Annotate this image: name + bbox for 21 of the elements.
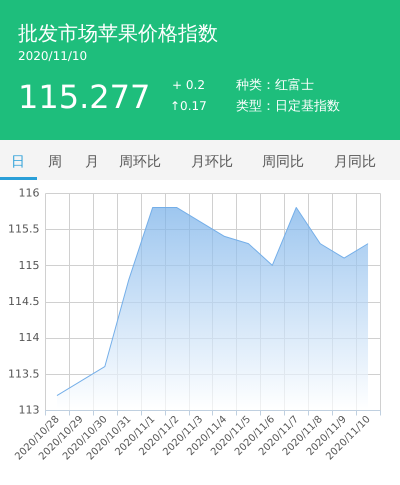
text: 种类：红富士 (236, 77, 314, 93)
text: 115.277 (18, 78, 150, 116)
y-tick-label: 116 (18, 186, 40, 200)
y-tick-label: 115.5 (8, 222, 40, 236)
chart-title: 批发市场苹果价格指数 (18, 21, 218, 45)
text: ↑0.17 (170, 99, 207, 113)
text: 月 (85, 154, 99, 170)
text: 月环比 (191, 154, 233, 170)
y-tick-label: 114.5 (8, 295, 40, 308)
text: 月同比 (334, 154, 376, 170)
text: 周环比 (119, 154, 161, 170)
text: 周 (48, 154, 62, 170)
chart-subtitle: 2020/11/10 (18, 49, 88, 63)
text: 周同比 (262, 154, 304, 170)
text: 类型：日定基指数 (236, 99, 340, 114)
y-tick-label: 114 (18, 331, 40, 344)
y-tick-label: 113.5 (8, 367, 40, 380)
text: + 0.2 (172, 78, 205, 92)
y-tick-label: 115 (18, 258, 40, 272)
y-tick-label: 113 (18, 404, 40, 416)
text: 日 (11, 154, 25, 170)
